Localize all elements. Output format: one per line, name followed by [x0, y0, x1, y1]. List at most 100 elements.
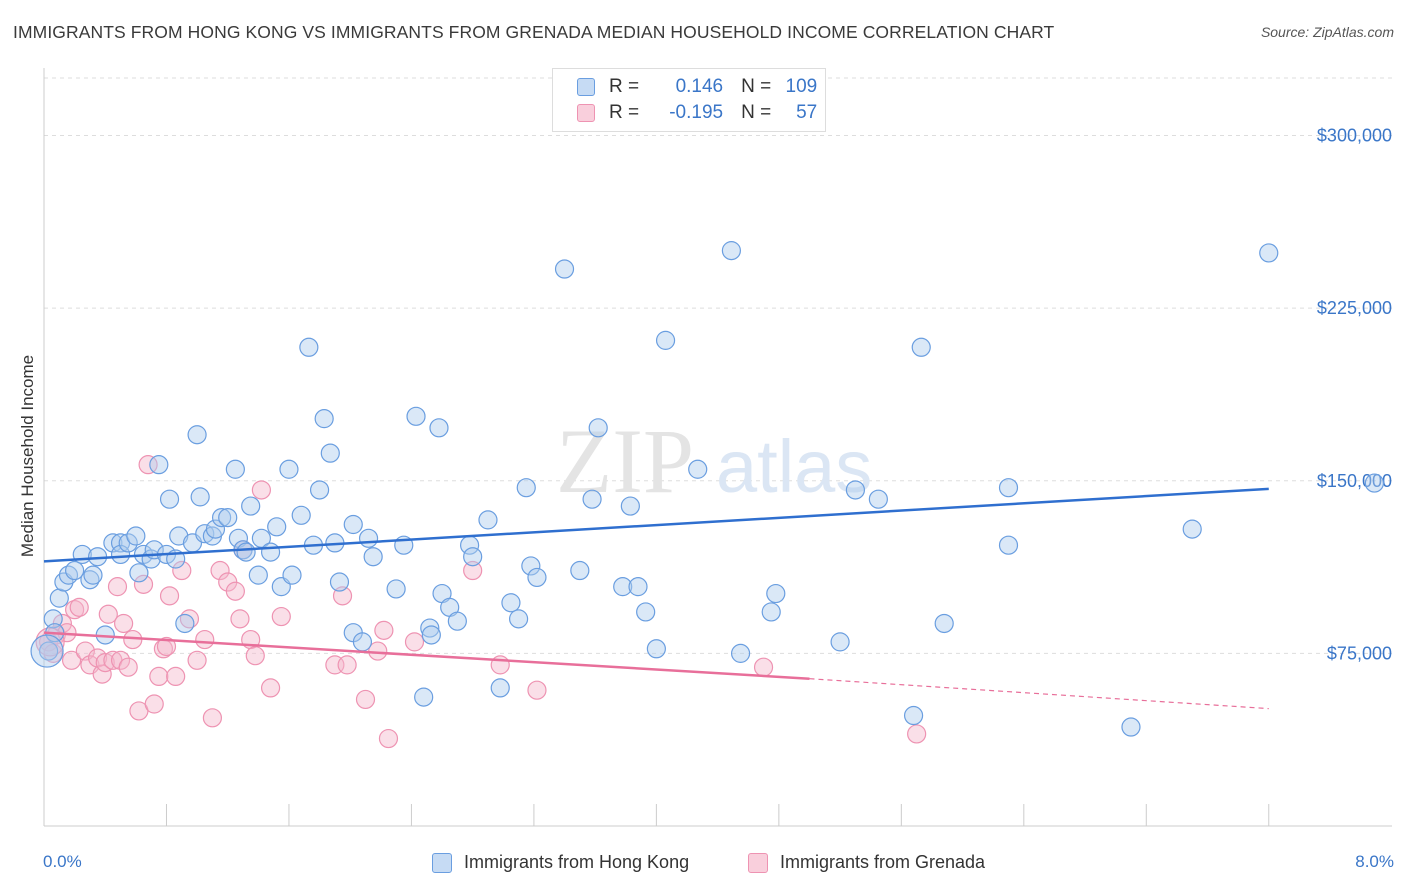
grenada-point	[225, 581, 245, 601]
source-credit: Source: ZipAtlas.com	[1260, 24, 1394, 40]
grenada-point	[133, 574, 154, 594]
hong-kong-point	[126, 526, 146, 546]
hong-kong-point	[620, 496, 640, 516]
grenada-point	[69, 597, 89, 617]
n-label: N =	[741, 76, 772, 97]
hong-kong-point	[688, 459, 708, 479]
hong-kong-point	[646, 639, 666, 659]
grenada-point	[907, 724, 927, 744]
x-tick-label-max: 8.0%	[1355, 852, 1394, 871]
hong-kong-point	[868, 489, 888, 509]
grenada-point	[172, 560, 192, 581]
x-tick-label-min: 0.0%	[43, 852, 82, 871]
grenada-point	[374, 620, 394, 640]
hong-kong-point	[628, 577, 648, 597]
hong-kong-point	[429, 418, 449, 438]
hong-kong-point	[205, 519, 226, 539]
grenada-points	[35, 455, 927, 749]
hong-kong-point	[358, 528, 379, 548]
y-tick-label: $75,000	[1327, 643, 1392, 663]
hong-kong-point	[282, 565, 302, 585]
hong-kong-point	[329, 572, 350, 592]
hong-kong-point	[83, 565, 103, 585]
hong-kong-point	[225, 459, 245, 479]
hong-kong-legend-swatch	[432, 852, 452, 873]
r-label: R =	[609, 102, 640, 123]
hong-kong-point	[43, 609, 63, 629]
chart-title: IMMIGRANTS FROM HONG KONG VS IMMIGRANTS …	[13, 22, 1055, 42]
hong-kong-point	[761, 602, 781, 622]
grenada-point	[245, 646, 265, 666]
gridlines	[44, 77, 1392, 654]
hong-kong-point	[30, 634, 64, 668]
hong-kong-point	[554, 259, 575, 279]
legend-label-grenada: Immigrants from Grenada	[780, 852, 986, 872]
hong-kong-point	[582, 489, 602, 509]
hong-kong-point	[291, 505, 311, 525]
hong-kong-point	[490, 678, 510, 698]
legend-item-hong-kong: Immigrants from Hong Kong	[432, 852, 689, 873]
hong-kong-point	[845, 480, 866, 500]
hong-kong-point	[721, 241, 741, 261]
hong-kong-point	[343, 514, 363, 535]
hong-kong-point	[248, 565, 268, 585]
grenada-point	[95, 652, 115, 673]
hong-kong-point	[299, 337, 319, 357]
hong-kong-point	[187, 425, 207, 445]
hong-kong-point	[236, 542, 256, 562]
grenada-point	[114, 613, 134, 634]
hong-kong-point	[655, 330, 676, 350]
grenada-point	[404, 632, 425, 652]
grenada-legend-swatch	[748, 852, 768, 873]
grenada-point	[463, 560, 483, 581]
grenada-point	[251, 480, 271, 500]
hong-kong-point	[766, 583, 786, 604]
grenada-point	[210, 560, 230, 581]
hong-kong-point	[103, 533, 123, 553]
n-value: 109	[785, 76, 818, 97]
hong-kong-point	[267, 517, 287, 537]
hong-kong-point	[501, 593, 521, 613]
y-tick-labels: $75,000 $150,000 $225,000 $300,000	[1317, 126, 1392, 664]
hong-kong-point	[406, 406, 426, 426]
hong-kong-point	[521, 556, 541, 576]
hong-kong-point	[218, 507, 238, 528]
hong-kong-point	[241, 496, 261, 516]
legend-item-grenada: Immigrants from Grenada	[748, 852, 985, 873]
hong-kong-swatch	[577, 78, 595, 96]
hong-kong-point	[1121, 717, 1141, 737]
legend-row-grenada: R = -0.195 N = 57	[577, 101, 817, 125]
hong-kong-point	[1182, 519, 1202, 539]
series-legend: Immigrants from Hong Kong Immigrants fro…	[0, 852, 1406, 876]
hong-kong-point	[65, 560, 85, 581]
hong-kong-point	[420, 618, 440, 638]
axes	[43, 68, 1392, 827]
hong-kong-point	[588, 418, 608, 438]
grenada-point	[61, 650, 82, 670]
hong-kong-point	[934, 613, 954, 634]
hong-kong-point	[730, 643, 751, 663]
grenada-point	[202, 708, 223, 728]
hong-kong-point	[463, 547, 483, 567]
hong-kong-point	[175, 613, 195, 634]
hong-kong-point	[1364, 473, 1384, 493]
r-value: 0.146	[675, 76, 724, 97]
grenada-point	[195, 629, 215, 650]
y-tick-label: $150,000	[1317, 471, 1392, 491]
watermark-zip: ZIP	[556, 410, 694, 512]
grenada-point	[337, 655, 357, 675]
correlation-legend: R = 0.146 N = 109 R = -0.195 N = 57	[552, 68, 826, 132]
grenada-point	[753, 657, 774, 677]
watermark-atlas: atlas	[716, 425, 872, 508]
grenada-point	[187, 650, 207, 670]
hong-kong-point	[149, 455, 169, 475]
hong-kong-point	[414, 687, 434, 707]
grenada-point	[159, 586, 180, 606]
hong-kong-point	[38, 641, 59, 661]
grenada-trend-extension	[809, 678, 1269, 710]
legend-row-hong-kong: R = 0.146 N = 109	[577, 75, 817, 99]
grenada-point	[156, 636, 177, 657]
y-tick-label: $300,000	[1317, 126, 1392, 146]
hong-kong-point	[447, 611, 467, 631]
